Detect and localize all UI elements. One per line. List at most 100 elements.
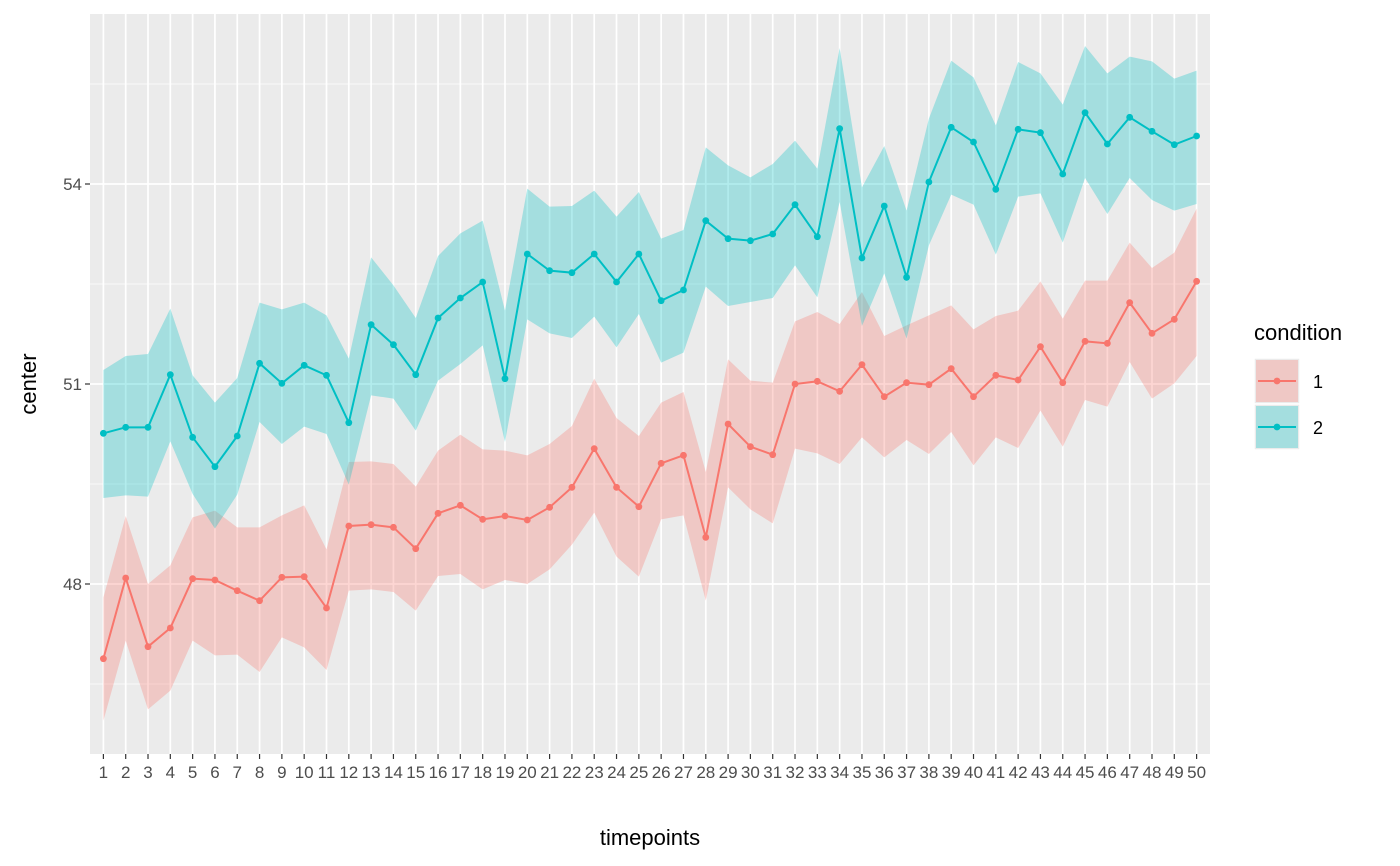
x-tick-label: 10 bbox=[295, 763, 314, 782]
point-series-1 bbox=[903, 379, 910, 387]
point-series-2 bbox=[412, 371, 420, 379]
x-tick-label: 11 bbox=[318, 763, 336, 782]
x-tick-label: 43 bbox=[1031, 763, 1050, 782]
point-series-2 bbox=[1037, 129, 1044, 137]
point-series-2 bbox=[434, 314, 442, 322]
point-series-2 bbox=[546, 267, 554, 275]
point-series-1 bbox=[813, 377, 821, 385]
point-series-2 bbox=[211, 463, 219, 471]
y-tick-label: 54 bbox=[63, 175, 82, 194]
x-tick-label: 45 bbox=[1076, 763, 1095, 782]
series-points bbox=[99, 109, 1201, 663]
point-series-2 bbox=[99, 429, 107, 437]
x-tick-label: 1 bbox=[99, 763, 108, 782]
point-series-2 bbox=[1014, 125, 1022, 133]
legend-key-point bbox=[1273, 423, 1281, 431]
x-tick-label: 22 bbox=[562, 763, 581, 782]
point-series-2 bbox=[613, 278, 620, 286]
x-tick-label: 6 bbox=[210, 763, 219, 782]
x-tick-label: 37 bbox=[897, 763, 916, 782]
point-series-1 bbox=[880, 393, 888, 401]
x-tick-label: 15 bbox=[406, 763, 425, 782]
ribbon-series-2 bbox=[103, 46, 1197, 529]
x-tick-label: 40 bbox=[964, 763, 983, 782]
legend-keys: 12 bbox=[1253, 357, 1323, 451]
point-series-1 bbox=[278, 573, 286, 581]
point-series-1 bbox=[1014, 376, 1022, 384]
x-tick-label: 19 bbox=[496, 763, 515, 782]
point-series-1 bbox=[300, 573, 308, 581]
point-series-1 bbox=[501, 512, 509, 520]
legend-label: 1 bbox=[1313, 372, 1323, 392]
point-series-2 bbox=[1103, 140, 1111, 148]
point-series-2 bbox=[300, 361, 308, 369]
point-series-1 bbox=[546, 503, 554, 511]
point-series-2 bbox=[836, 125, 844, 133]
line-series-1 bbox=[102, 280, 1198, 659]
point-series-2 bbox=[680, 286, 687, 294]
x-tick-label: 49 bbox=[1165, 763, 1184, 782]
point-series-2 bbox=[345, 419, 353, 427]
point-series-1 bbox=[724, 420, 732, 428]
point-series-1 bbox=[1103, 339, 1111, 347]
point-series-1 bbox=[1037, 343, 1044, 351]
point-series-1 bbox=[256, 597, 263, 605]
point-series-1 bbox=[99, 655, 107, 663]
point-series-2 bbox=[1193, 132, 1201, 140]
x-tick-label: 46 bbox=[1098, 763, 1117, 782]
point-series-2 bbox=[992, 185, 1000, 193]
point-series-1 bbox=[568, 483, 576, 491]
x-axis: 1 2 3 4 5 6 7 8 9 10 11 12 13 14 15 16 17 18 19 20 21 22 23 24 2… bbox=[99, 754, 1206, 782]
x-tick-label: 2 bbox=[121, 763, 130, 782]
x-tick-label: 44 bbox=[1053, 763, 1072, 782]
point-series-1 bbox=[122, 574, 130, 582]
point-series-1 bbox=[702, 533, 710, 541]
x-tick-label: 7 bbox=[233, 763, 242, 782]
x-tick-label: 39 bbox=[942, 763, 961, 782]
x-tick-label: 12 bbox=[339, 763, 358, 782]
point-series-2 bbox=[278, 379, 286, 387]
point-series-1 bbox=[680, 451, 687, 459]
x-tick-label: 8 bbox=[255, 763, 264, 782]
x-tick-label: 9 bbox=[277, 763, 286, 782]
point-series-2 bbox=[858, 254, 866, 262]
point-series-1 bbox=[590, 445, 598, 453]
point-series-2 bbox=[1148, 127, 1156, 135]
point-series-1 bbox=[456, 501, 464, 509]
point-series-1 bbox=[970, 393, 977, 401]
x-tick-label: 13 bbox=[362, 763, 381, 782]
x-tick-label: 38 bbox=[919, 763, 938, 782]
point-series-1 bbox=[1170, 315, 1178, 323]
point-series-2 bbox=[144, 423, 152, 431]
x-tick-label: 24 bbox=[607, 763, 626, 782]
x-tick-label: 42 bbox=[1009, 763, 1028, 782]
x-tick-label: 14 bbox=[384, 763, 403, 782]
point-series-1 bbox=[523, 516, 531, 524]
point-series-2 bbox=[323, 371, 330, 379]
point-series-2 bbox=[947, 123, 955, 131]
x-tick-label: 47 bbox=[1120, 763, 1139, 782]
y-axis-title: center bbox=[16, 353, 41, 414]
point-series-2 bbox=[746, 237, 754, 245]
point-series-1 bbox=[144, 643, 152, 651]
point-series-2 bbox=[256, 359, 263, 367]
y-axis: 48 51 54 bbox=[63, 175, 90, 594]
x-tick-label: 36 bbox=[875, 763, 894, 782]
point-series-1 bbox=[947, 365, 955, 373]
legend: condition 12 bbox=[1253, 320, 1342, 451]
x-tick-label: 30 bbox=[741, 763, 760, 782]
point-series-1 bbox=[1126, 299, 1134, 307]
point-series-1 bbox=[166, 624, 174, 632]
point-series-1 bbox=[211, 576, 219, 584]
x-tick-label: 20 bbox=[518, 763, 537, 782]
point-series-2 bbox=[970, 138, 977, 146]
point-series-1 bbox=[345, 522, 353, 530]
x-tick-label: 23 bbox=[585, 763, 604, 782]
y-tick-label: 51 bbox=[63, 375, 82, 394]
point-series-1 bbox=[233, 587, 241, 595]
point-series-1 bbox=[613, 483, 620, 491]
point-series-2 bbox=[813, 233, 821, 241]
point-series-1 bbox=[1059, 379, 1067, 387]
series-lines bbox=[102, 110, 1198, 659]
